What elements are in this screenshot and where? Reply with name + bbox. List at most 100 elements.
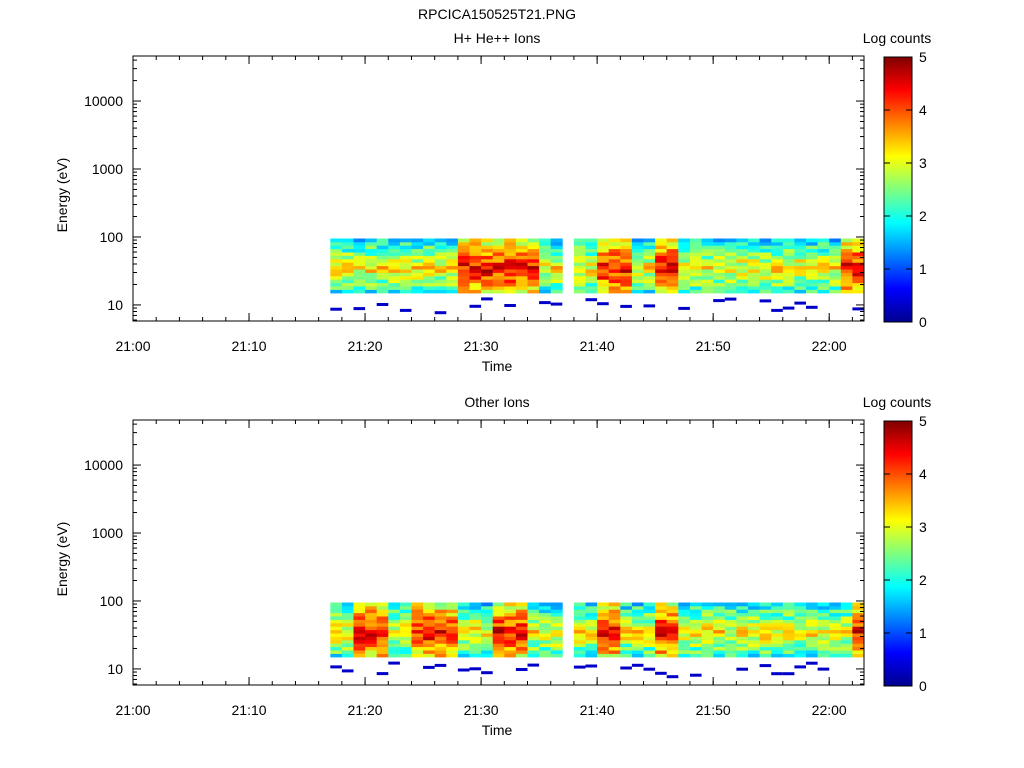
heatmap-cell: [655, 619, 668, 624]
heatmap-cell: [504, 633, 517, 637]
heatmap-cell: [469, 609, 482, 614]
heatmap-cell: [713, 609, 726, 614]
heatmap-cell: [539, 286, 552, 290]
heatmap-cell: [492, 275, 505, 280]
heatmap-cell: [365, 626, 378, 631]
heatmap-cell: [434, 311, 447, 315]
heatmap-cell: [597, 646, 610, 651]
heatmap-cell: [829, 629, 842, 634]
heatmap-cell: [527, 275, 540, 280]
heatmap-cell: [852, 616, 865, 620]
heatmap-cell: [597, 238, 610, 243]
heatmap-cell: [434, 605, 447, 610]
heatmap-cell: [678, 269, 691, 273]
heatmap-cell: [724, 241, 737, 246]
heatmap-cell: [643, 639, 656, 644]
heatmap-cell: [782, 289, 795, 294]
heatmap-cell: [701, 275, 714, 280]
heatmap-cell: [794, 616, 807, 620]
heatmap-cell: [446, 650, 459, 654]
heatmap-cell: [817, 265, 830, 270]
heatmap-cell: [585, 639, 598, 644]
heatmap-cell: [736, 238, 749, 243]
heatmap-cell: [748, 622, 760, 627]
heatmap-cell: [573, 262, 586, 267]
heatmap-cell: [608, 272, 621, 277]
heatmap-cell: [806, 269, 818, 273]
heatmap-cell: [829, 245, 842, 250]
heatmap-cell: [434, 629, 447, 634]
heatmap-cell: [817, 262, 830, 267]
heatmap-cell: [806, 286, 818, 290]
heatmap-cell: [457, 612, 470, 617]
heatmap-cell: [608, 286, 621, 290]
heatmap-cell: [794, 272, 807, 277]
heatmap-cell: [678, 639, 691, 644]
heatmap-cell: [806, 248, 818, 253]
heatmap-cell: [620, 626, 633, 631]
heatmap-cell: [539, 279, 552, 284]
heatmap-cell: [643, 622, 656, 627]
heatmap-cell: [550, 636, 563, 641]
heatmap-cell: [690, 612, 702, 617]
heatmap-cell: [330, 650, 343, 654]
heatmap-cell: [608, 639, 621, 644]
heatmap-cell: [399, 653, 412, 658]
heatmap-cell: [690, 279, 702, 284]
heatmap-cell: [573, 626, 586, 631]
heatmap-cell: [817, 255, 830, 260]
heatmap-cell: [643, 612, 656, 617]
heatmap-cell: [620, 619, 633, 624]
heatmap-cell: [713, 262, 726, 267]
heatmap-cell: [597, 272, 610, 277]
heatmap-cell: [759, 238, 772, 243]
heatmap-cell: [748, 275, 760, 280]
heatmap-cell: [353, 258, 366, 263]
heatmap-cell: [701, 622, 714, 627]
heatmap-cell: [620, 275, 633, 280]
heatmap-cell: [597, 248, 610, 253]
heatmap-cell: [492, 289, 505, 294]
heatmap-cell: [817, 626, 830, 631]
heatmap-cell: [423, 609, 436, 614]
heatmap-cell: [771, 282, 784, 287]
heatmap-cell: [457, 269, 470, 273]
heatmap-cell: [678, 238, 691, 243]
heatmap-cell: [701, 612, 714, 617]
heatmap-cell: [608, 636, 621, 641]
colorbar-tick-label: 0: [919, 314, 927, 330]
heatmap-cell: [655, 616, 668, 620]
heatmap-cell: [806, 612, 818, 617]
heatmap-cell: [550, 646, 563, 651]
heatmap-cell: [457, 238, 470, 243]
heatmap-cell: [434, 619, 447, 624]
heatmap-cell: [434, 262, 447, 267]
heatmap-cell: [423, 279, 436, 284]
x-tick-label: 21:40: [580, 338, 615, 354]
heatmap-cell: [434, 282, 447, 287]
heatmap-cell: [806, 305, 818, 309]
heatmap-cell: [573, 248, 586, 253]
heatmap-cell: [759, 643, 772, 648]
heatmap-cell: [759, 636, 772, 641]
heatmap-cell: [469, 262, 482, 267]
heatmap-cell: [608, 238, 621, 243]
heatmap-cell: [353, 307, 366, 311]
heatmap-cell: [794, 282, 807, 287]
heatmap-cell: [608, 609, 621, 614]
heatmap-cell: [701, 241, 714, 246]
heatmap-cell: [759, 633, 772, 637]
heatmap-cell: [573, 241, 586, 246]
x-tick-label: 21:30: [464, 702, 499, 718]
heatmap-cell: [434, 248, 447, 253]
heatmap-cell: [388, 241, 401, 246]
heatmap-cell: [492, 269, 505, 273]
heatmap-cell: [817, 605, 830, 610]
heatmap-cell: [457, 252, 470, 256]
heatmap-cell: [713, 248, 726, 253]
heatmap-cell: [666, 282, 679, 287]
heatmap-cell: [585, 602, 598, 607]
heatmap-cell: [376, 609, 389, 614]
heatmap-cell: [840, 289, 853, 294]
heatmap-cell: [539, 612, 552, 617]
